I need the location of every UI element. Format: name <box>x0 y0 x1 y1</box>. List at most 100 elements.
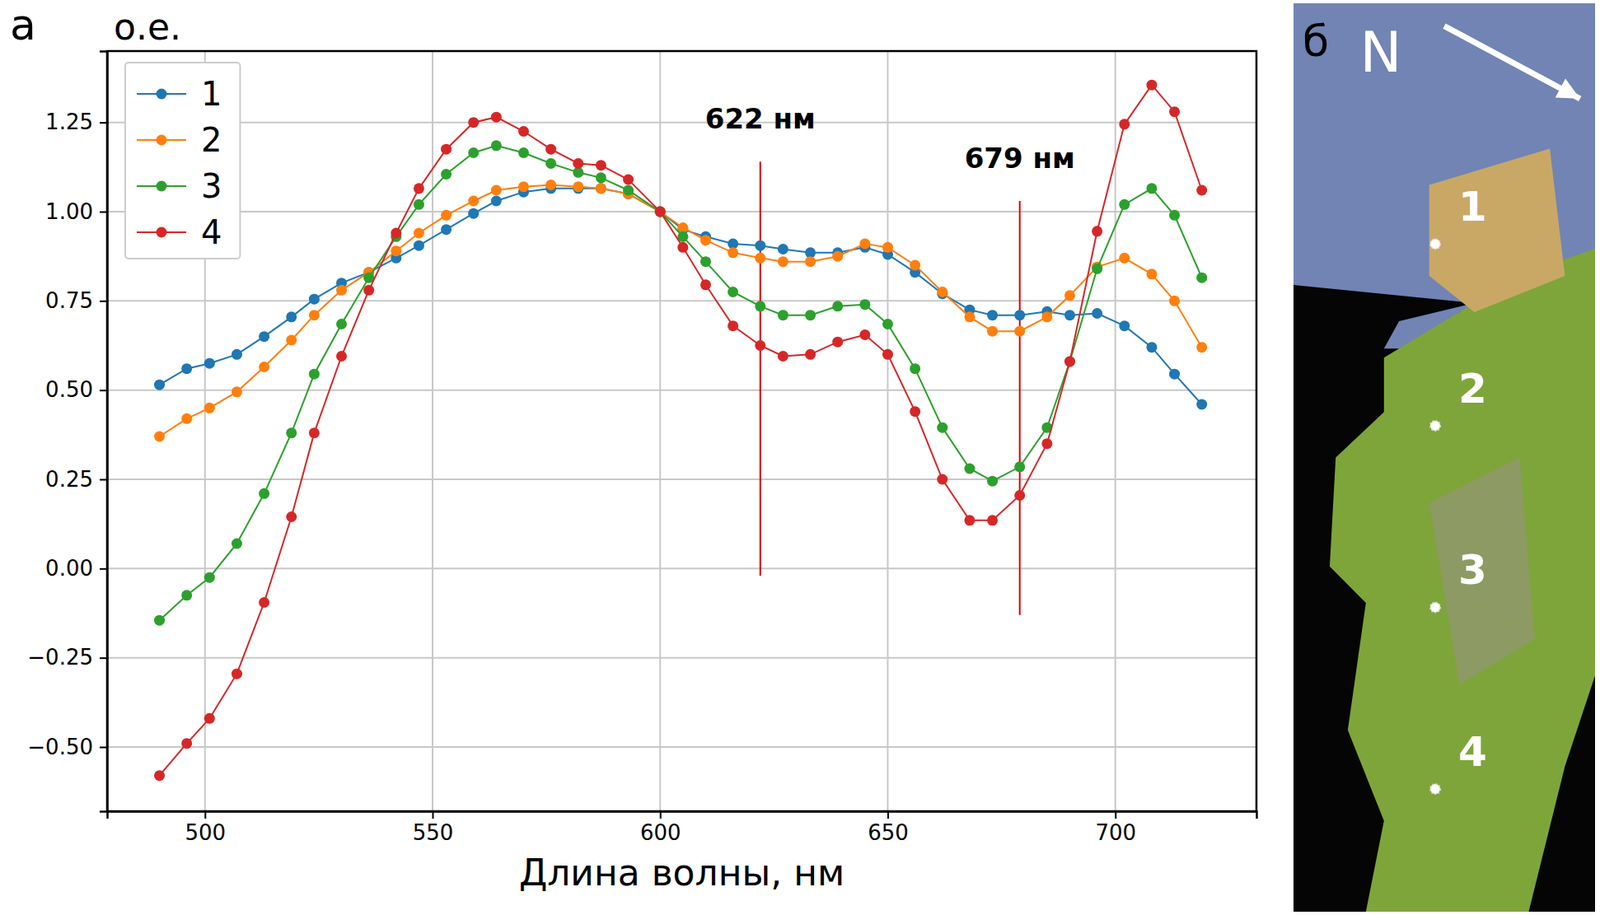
series-marker <box>1118 118 1130 130</box>
legend: 1234 <box>125 62 240 259</box>
series-marker <box>1014 461 1025 473</box>
series-marker <box>936 422 948 434</box>
y-tick-label: 0.25 <box>45 467 94 492</box>
y-tick-mark <box>99 747 108 749</box>
series-marker <box>491 196 502 207</box>
y-tick: 0.50 <box>45 377 108 403</box>
series-marker <box>832 300 843 312</box>
series-marker <box>936 474 948 486</box>
series-marker <box>700 234 712 246</box>
y-tick-label: 1.25 <box>45 109 94 135</box>
series-marker <box>1118 320 1130 332</box>
series-marker <box>963 514 975 526</box>
series-marker <box>1014 326 1025 337</box>
y-tick-label: 0.75 <box>45 288 94 314</box>
y-tick: 0.00 <box>45 556 108 581</box>
legend-label: 3 <box>201 167 222 206</box>
series-marker <box>336 318 347 330</box>
y-tick: 1.00 <box>45 199 108 225</box>
series-marker <box>154 431 165 443</box>
series-marker <box>440 144 452 155</box>
series-marker <box>1118 199 1130 211</box>
series-marker <box>777 243 789 255</box>
series-marker <box>308 427 320 439</box>
series-marker <box>336 285 347 296</box>
x-tick: 550 <box>412 811 454 846</box>
series-marker <box>987 514 998 526</box>
legend-marker <box>156 227 168 239</box>
series-marker <box>1041 438 1053 450</box>
series-marker <box>882 349 894 361</box>
station-marker <box>1430 784 1441 795</box>
series-marker <box>1091 308 1103 319</box>
series-marker <box>491 112 502 123</box>
series-marker <box>777 256 789 267</box>
y-tick-mark <box>99 389 108 392</box>
y-tick-label: −0.25 <box>27 645 94 670</box>
series-marker <box>231 669 243 680</box>
x-axis: 500550600650700 <box>107 811 1258 846</box>
annotation-line <box>759 161 762 576</box>
series-marker <box>204 572 216 584</box>
series-marker <box>987 326 998 337</box>
series-marker <box>1169 210 1180 221</box>
series-marker <box>181 738 192 749</box>
y-tick: 1.25 <box>45 109 108 135</box>
series-marker <box>882 242 894 253</box>
series-marker <box>413 182 425 194</box>
series-marker <box>909 260 921 272</box>
series-marker <box>754 300 766 312</box>
grid <box>107 51 1257 812</box>
series-marker <box>1064 356 1076 368</box>
series-marker <box>1091 263 1103 275</box>
series-marker <box>777 350 789 362</box>
series-marker <box>258 597 270 609</box>
series-marker <box>413 228 425 239</box>
series-marker <box>545 158 557 169</box>
series-marker <box>1118 252 1130 264</box>
y-axis-title: о.е. <box>113 5 182 48</box>
y-tick: 0.75 <box>45 288 108 314</box>
grid-line-y <box>107 478 1257 481</box>
series-marker <box>1146 182 1157 194</box>
station-marker <box>1430 602 1441 613</box>
x-tick-label: 600 <box>640 820 682 846</box>
series-marker <box>467 196 479 207</box>
x-tick-label: 650 <box>867 820 909 846</box>
y-axis-line <box>99 51 108 813</box>
series-marker <box>231 349 243 361</box>
series-marker <box>285 311 297 323</box>
grid-line-y <box>107 389 1257 392</box>
panel-label: а <box>9 0 37 50</box>
series-marker <box>936 286 948 298</box>
series-marker <box>909 406 921 417</box>
series-marker <box>181 363 192 375</box>
series-marker <box>231 386 243 398</box>
series-marker <box>595 182 607 194</box>
series-marker <box>727 320 739 332</box>
turbid-plume <box>1429 148 1566 313</box>
panel-label: б <box>1302 16 1329 66</box>
series-marker <box>258 488 270 500</box>
y-tick-label: 1.00 <box>45 199 94 225</box>
series-marker <box>204 358 216 370</box>
grid-line-y <box>107 657 1257 660</box>
series-marker <box>595 182 607 194</box>
series-marker <box>963 311 975 323</box>
series-marker <box>467 147 479 159</box>
series-marker <box>987 309 998 321</box>
series-marker <box>518 147 529 159</box>
series-marker <box>727 247 739 258</box>
series-marker <box>154 379 165 391</box>
series-marker <box>413 199 425 211</box>
series-marker <box>754 240 766 252</box>
annotation-text: 622 нм <box>705 102 816 136</box>
x-tick-mark <box>887 811 889 819</box>
series-marker <box>777 309 789 321</box>
series-marker <box>491 185 502 197</box>
series-marker <box>181 413 192 425</box>
y-tick-label: 0.50 <box>45 377 94 403</box>
y-tick-mark <box>99 211 108 214</box>
series-marker <box>1169 106 1180 117</box>
series-marker <box>204 713 216 725</box>
